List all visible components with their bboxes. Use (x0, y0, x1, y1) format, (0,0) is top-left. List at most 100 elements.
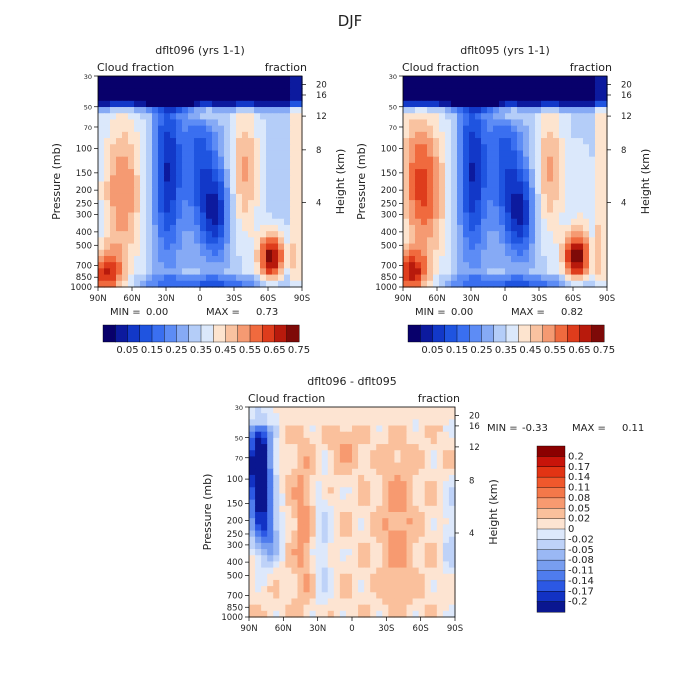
heatmap-cell (200, 94, 207, 102)
heatmap-cell (164, 169, 171, 176)
colorbar: 0.05 0.15 0.25 0.35 0.45 0.55 0.65 0.75 (102, 324, 310, 356)
heatmap-cell (463, 131, 470, 139)
heatmap-cell (583, 82, 590, 90)
heatmap-cell (194, 82, 201, 90)
heatmap-cell (242, 187, 249, 195)
heatmap-cell (481, 187, 488, 195)
x-tick-label: 60N (123, 294, 140, 304)
heatmap-cell (523, 212, 530, 220)
y-tick-label: 700 (76, 262, 92, 272)
heatmap-cell (285, 493, 293, 501)
heatmap-cell (475, 249, 482, 257)
heatmap-cell (457, 175, 464, 183)
heatmap-cell (541, 107, 548, 114)
heatmap-cell (122, 187, 129, 195)
heatmap-cell (436, 450, 444, 458)
heatmap-cell (200, 144, 207, 152)
heatmap-cell (445, 107, 452, 114)
heatmap-cell (400, 505, 408, 513)
heatmap-cell (122, 262, 129, 269)
heatmap-cell (499, 100, 506, 108)
heatmap-cell (345, 604, 353, 612)
heatmap-cell (224, 144, 231, 152)
heatmap-cell (242, 280, 249, 288)
heatmap-cell (152, 107, 159, 114)
heatmap-cell (212, 138, 219, 145)
heatmap-cell (433, 131, 440, 139)
heatmap-cell (249, 431, 256, 439)
heatmap-cell (412, 450, 420, 458)
heatmap-cell (439, 113, 446, 121)
heatmap-cell (140, 200, 147, 207)
heatmap-cell (436, 474, 444, 482)
heatmap-cell (158, 243, 165, 251)
heatmap-cell (279, 518, 286, 525)
heatmap-cell (333, 567, 341, 575)
heatmap-cell (291, 567, 299, 575)
heatmap-cell (297, 425, 305, 433)
heatmap-cell (176, 82, 183, 90)
heatmap-cell (481, 169, 488, 176)
heatmap-cell (436, 413, 444, 420)
heatmap-cell (547, 175, 554, 183)
heatmap-cell (279, 555, 286, 563)
heatmap-cell (296, 150, 303, 158)
heatmap-cell (236, 255, 243, 263)
heatmap-cell (469, 125, 476, 133)
heatmap-cell (206, 169, 213, 176)
heatmap-cell (370, 573, 377, 581)
heatmap-cell (236, 138, 243, 145)
heatmap-cell (297, 487, 305, 495)
heatmap-cell (315, 499, 323, 507)
heatmap-cell (451, 231, 458, 238)
heatmap-cell (535, 107, 542, 114)
heatmap-cell (409, 187, 416, 195)
heatmap-cell (406, 481, 414, 488)
heatmap-cell (116, 200, 123, 207)
heatmap-cell (242, 144, 249, 152)
heatmap-cell (98, 107, 105, 114)
heatmap-cell (577, 249, 584, 257)
heatmap-cell (469, 243, 476, 251)
heatmap-cell (170, 249, 177, 257)
heatmap-cell (436, 419, 444, 427)
heatmap-cell (272, 187, 279, 195)
left-label: Cloud fraction (402, 61, 479, 74)
heatmap-cell (463, 169, 470, 176)
heatmap-cell (547, 255, 554, 263)
heatmap-cell (448, 536, 456, 544)
heatmap-cell (182, 82, 189, 90)
heatmap-cell (218, 218, 225, 226)
heatmap-cell (98, 100, 105, 108)
heatmap-cell (547, 224, 554, 232)
heatmap-cell (418, 579, 426, 587)
y2-tick-label: 12 (621, 112, 632, 122)
heatmap-cell (370, 437, 377, 445)
heatmap-cell (577, 100, 584, 108)
heatmap-cell (487, 125, 494, 133)
heatmap-cell (442, 444, 450, 451)
heatmap-cell (224, 218, 231, 226)
heatmap-cell (505, 125, 512, 133)
heatmap-cell (481, 212, 488, 220)
heatmap-cell (445, 175, 452, 183)
heatmap-cell (583, 255, 590, 263)
heatmap-cell (278, 82, 285, 90)
heatmap-cell (272, 144, 279, 152)
heatmap-cell (212, 82, 219, 90)
heatmap-cell (481, 175, 488, 183)
heatmap-cell (442, 512, 450, 519)
heatmap-cell (541, 212, 548, 220)
heatmap-cell (553, 131, 560, 139)
heatmap-cell (345, 407, 353, 414)
heatmap-cell (541, 206, 548, 214)
heatmap-cell (218, 175, 225, 183)
heatmap-cell (152, 268, 159, 276)
heatmap-cell (98, 231, 105, 238)
heatmap-cell (249, 610, 256, 618)
heatmap-cell (152, 262, 159, 269)
heatmap-cell (248, 218, 255, 226)
heatmap-cell (571, 162, 578, 170)
heatmap-cell (559, 274, 566, 282)
heatmap-cell (427, 138, 434, 145)
